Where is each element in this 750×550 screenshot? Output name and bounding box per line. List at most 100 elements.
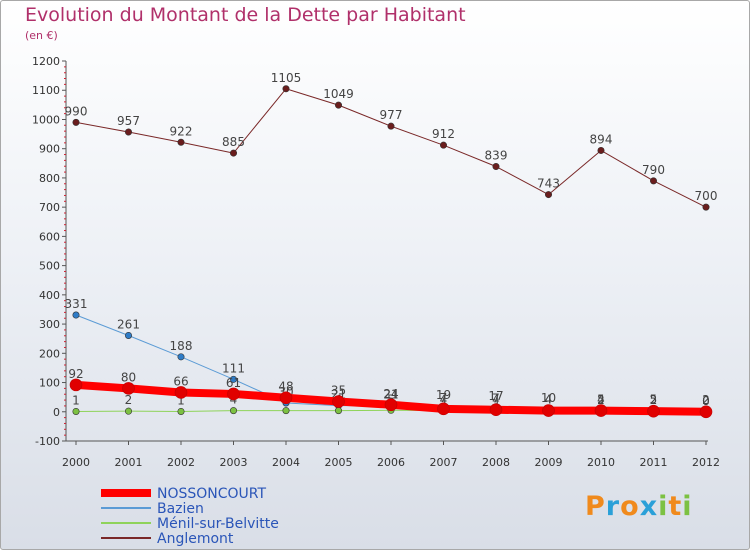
data-label-bazien: 17 (488, 389, 503, 403)
data-label-nossoncourt: 0 (702, 394, 710, 408)
x-tick-label: 2011 (640, 456, 668, 469)
x-tick-label: 2012 (692, 456, 720, 469)
data-label-anglemont: 922 (170, 124, 193, 138)
data-label-bazien: 111 (222, 361, 245, 375)
chart-title: Evolution du Montant de la Dette par Hab… (25, 4, 466, 26)
data-point-m-nil-sur-belvitte (125, 407, 133, 415)
data-label-nossoncourt: 24 (383, 387, 398, 401)
x-tick-label: 2005 (325, 456, 353, 469)
x-tick-label: 2001 (115, 456, 143, 469)
data-label-bazien: 5 (597, 392, 605, 406)
x-tick-label: 2009 (535, 456, 563, 469)
data-point-bazien (125, 331, 133, 339)
data-label-anglemont: 977 (380, 108, 403, 122)
data-label-bazien: 261 (117, 317, 140, 331)
legend-label-anglemont: Anglemont (157, 531, 234, 547)
logo-letter: i (658, 491, 669, 522)
data-label-anglemont: 700 (695, 189, 718, 203)
y-tick-label: 200 (39, 347, 60, 360)
data-point-nossoncourt (489, 403, 503, 417)
data-point-nossoncourt (174, 386, 188, 399)
data-point-m-nil-sur-belvitte (282, 407, 290, 415)
series-line-anglemont (75, 88, 707, 208)
data-label-m-nil-sur-belvitte: 1 (177, 393, 185, 407)
data-point-nossoncourt (437, 402, 450, 416)
data-label-bazien: 5 (650, 392, 658, 406)
data-label-m-nil-sur-belvitte: 4 (440, 393, 448, 407)
data-label-bazien: 21 (383, 388, 398, 402)
data-label-m-nil-sur-belvitte: 1 (72, 393, 80, 407)
data-point-m-nil-sur-belvitte (230, 407, 238, 415)
data-point-bazien (72, 311, 80, 319)
data-label-m-nil-sur-belvitte: 4 (492, 393, 500, 407)
data-label-anglemont: 1049 (323, 87, 354, 101)
logo-letter: o (620, 491, 640, 522)
data-label-bazien: 10 (541, 391, 556, 405)
y-tick-label: 800 (39, 172, 60, 185)
data-label-nossoncourt: 61 (226, 376, 241, 390)
logo-letter: r (605, 491, 621, 522)
x-tick-label: 2008 (482, 456, 510, 469)
data-label-nossoncourt: 66 (173, 374, 188, 388)
data-point-nossoncourt (122, 382, 135, 395)
logo-letter: x (639, 491, 659, 522)
x-tick-label: 2010 (587, 456, 615, 469)
data-point-bazien (177, 353, 185, 361)
x-tick-label: 2000 (62, 456, 90, 469)
data-label-bazien: 331 (65, 297, 88, 311)
y-tick-label: 100 (39, 377, 60, 390)
data-label-nossoncourt: 48 (278, 380, 293, 394)
y-tick-label: 0 (53, 406, 60, 419)
data-point-bazien (230, 375, 238, 383)
y-tick-label: 1200 (32, 55, 60, 68)
data-point-m-nil-sur-belvitte (177, 407, 185, 415)
data-label-anglemont: 790 (642, 163, 665, 177)
legend-label-m-nil-sur-belvitte: Ménil-sur-Belvitte (157, 516, 279, 532)
data-label-anglemont: 839 (485, 149, 508, 163)
y-tick-label: -100 (35, 435, 60, 448)
data-point-nossoncourt (332, 395, 345, 408)
logo-letter: t (668, 491, 683, 522)
data-point-anglemont (282, 85, 290, 93)
y-tick-label: 900 (39, 143, 60, 156)
data-point-anglemont (334, 101, 342, 109)
data-point-anglemont (649, 177, 657, 185)
y-tick-label: 500 (39, 260, 60, 273)
x-tick-label: 2007 (430, 456, 458, 469)
data-label-nossoncourt: 35 (331, 384, 346, 398)
y-tick-label: 400 (39, 289, 60, 302)
data-label-nossoncourt: 7 (492, 392, 500, 406)
data-label-nossoncourt: 4 (545, 393, 553, 407)
data-label-anglemont: 743 (537, 177, 560, 191)
data-point-anglemont (72, 118, 80, 126)
y-tick-label: 300 (39, 318, 60, 331)
data-point-nossoncourt (227, 387, 240, 401)
data-label-anglemont: 894 (590, 132, 613, 146)
data-label-nossoncourt: 2 (650, 393, 658, 407)
logo-letter: P (585, 491, 606, 522)
data-label-anglemont: 885 (222, 135, 245, 149)
data-point-anglemont (125, 128, 133, 136)
y-tick-label: 1000 (32, 113, 60, 126)
data-label-m-nil-sur-belvitte: 4 (545, 393, 553, 407)
legend-label-bazien: Bazien (157, 501, 204, 517)
data-label-anglemont: 1105 (271, 71, 302, 85)
x-tick-label: 2002 (167, 456, 195, 469)
data-label-bazien: 19 (436, 388, 451, 402)
data-label-nossoncourt: 80 (121, 370, 136, 384)
data-point-anglemont (439, 141, 447, 149)
data-label-anglemont: 990 (65, 104, 88, 118)
data-point-nossoncourt (699, 405, 713, 419)
x-tick-label: 2006 (377, 456, 405, 469)
data-label-anglemont: 912 (432, 127, 455, 141)
data-point-m-nil-sur-belvitte (72, 407, 80, 415)
legend-label-nossoncourt: NOSSONCOURT (157, 486, 267, 502)
y-tick-label: 700 (39, 201, 60, 214)
proxiti-logo: Proxiti (585, 491, 693, 522)
data-label-nossoncourt: 7 (440, 391, 448, 405)
data-label-nossoncourt: 92 (68, 367, 83, 381)
y-tick-label: 1100 (32, 84, 60, 97)
data-point-anglemont (387, 122, 395, 130)
